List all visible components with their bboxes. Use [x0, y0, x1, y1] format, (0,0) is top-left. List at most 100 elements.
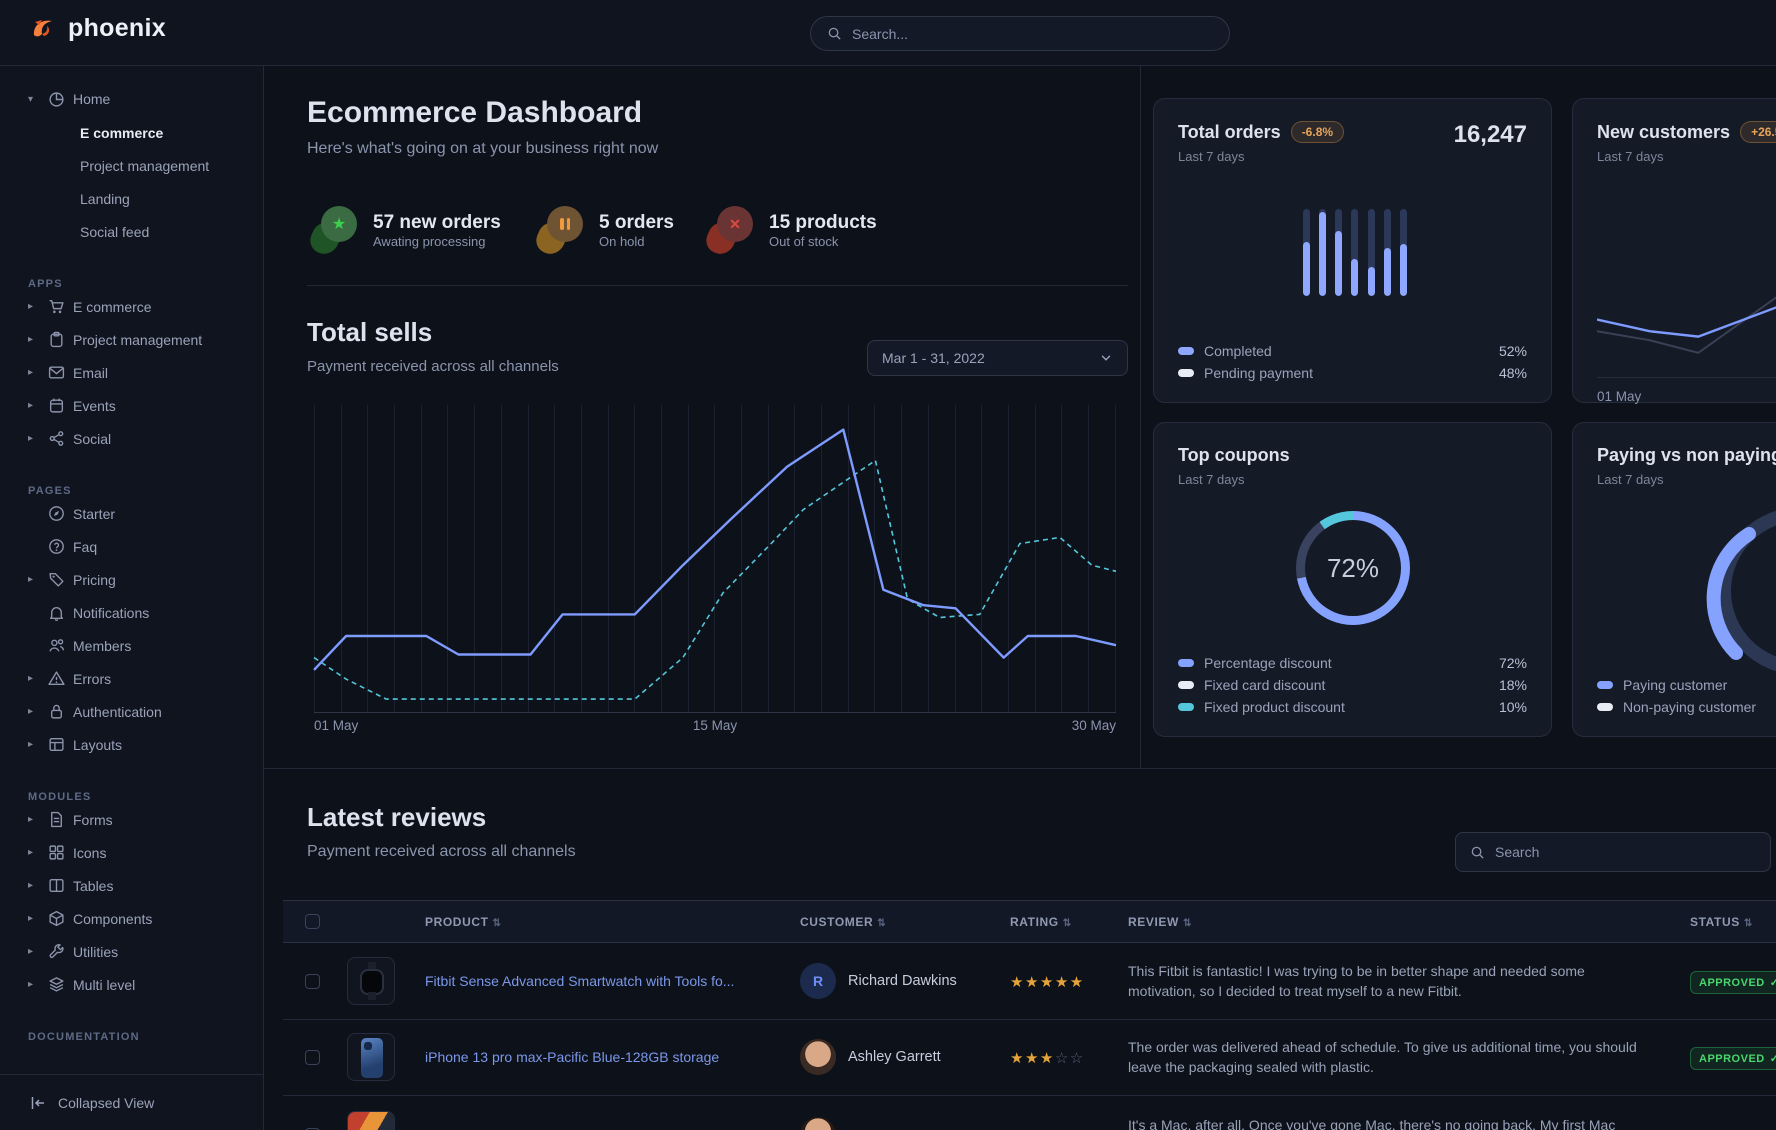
share-icon	[48, 430, 65, 447]
sidebar-item-label: Project management	[73, 331, 203, 348]
bell-icon	[48, 604, 65, 621]
new-orders-star-icon: ★	[305, 206, 357, 259]
stat-new-orders: ★ 57 new orders Awating processing	[305, 206, 501, 259]
file-text-icon	[48, 811, 65, 828]
sidebar-item-utilities[interactable]: ▸ Utilities	[0, 935, 263, 968]
caret-right-icon: ▸	[28, 814, 34, 825]
sidebar-item-email[interactable]: ▸ Email	[0, 356, 263, 389]
sidebar-item-label: Starter	[73, 505, 116, 522]
date-range-value: Mar 1 - 31, 2022	[882, 350, 985, 366]
customer-avatar[interactable]	[800, 1039, 836, 1075]
product-link[interactable]: iPhone 13 pro max-Pacific Blue-128GB sto…	[425, 1049, 720, 1065]
sidebar-item-authentication[interactable]: ▸ Authentication	[0, 695, 263, 728]
x-tick: 01 May	[1597, 389, 1642, 404]
page-subtitle: Here's what's going on at your business …	[307, 140, 659, 157]
legend-swatch	[1597, 703, 1613, 711]
sidebar-item-components[interactable]: ▸ Components	[0, 902, 263, 935]
sidebar: ▾ Home E commerce Project management Lan…	[0, 66, 264, 1130]
sidebar-item-starter[interactable]: Starter	[0, 497, 263, 530]
lock-icon	[48, 703, 65, 720]
column-header-customer[interactable]: CUSTOMER ⇅	[800, 915, 887, 929]
sidebar-item-label: Members	[73, 637, 132, 654]
caret-right-icon: ▸	[28, 367, 34, 378]
warning-triangle-icon	[48, 670, 65, 687]
top-navbar: phoenix Search...	[0, 0, 1776, 66]
columns-icon	[48, 877, 65, 894]
reviews-table: PRODUCT ⇅ CUSTOMER ⇅ RATING ⇅ REVIEW ⇅ STATU…	[283, 900, 1776, 1130]
legend-swatch	[1178, 347, 1194, 355]
wrench-icon	[48, 943, 65, 960]
sidebar-item-tables[interactable]: ▸ Tables	[0, 869, 263, 902]
review-row: Fitbit Sense Advanced Smartwatch with To…	[283, 943, 1776, 1020]
total-sells-subtitle: Payment received across all channels	[307, 358, 559, 375]
total-orders-badge: -6.8%	[1290, 121, 1345, 143]
sidebar-item-apps-ecommerce[interactable]: ▸ E commerce	[0, 290, 263, 323]
product-link[interactable]: Fitbit Sense Advanced Smartwatch with To…	[425, 973, 735, 989]
sidebar-item-icons[interactable]: ▸ Icons	[0, 836, 263, 869]
sidebar-item-landing[interactable]: Landing	[80, 190, 130, 207]
row-checkbox[interactable]	[305, 1050, 320, 1065]
sidebar-item-home[interactable]: ▾ Home	[0, 82, 263, 116]
sidebar-item-errors[interactable]: ▸ Errors	[0, 662, 263, 695]
coupons-donut: 72%	[1296, 511, 1410, 625]
caret-down-icon: ▾	[28, 93, 34, 105]
column-header-review[interactable]: REVIEW ⇅	[1128, 915, 1192, 929]
rating-stars: ★★★★★	[1010, 974, 1085, 991]
legend-pending: Pending payment 48%	[1178, 362, 1527, 384]
reviews-search-input[interactable]: Search	[1455, 832, 1771, 872]
main-content: Ecommerce Dashboard Here's what's going …	[305, 66, 1128, 768]
sidebar-item-multi-level[interactable]: ▸ Multi level	[0, 968, 263, 1001]
card-title: Top coupons	[1178, 445, 1290, 465]
sidebar-item-social-feed[interactable]: Social feed	[80, 223, 150, 240]
column-header-rating[interactable]: RATING ⇅	[1010, 915, 1072, 929]
caret-right-icon: ▸	[28, 673, 34, 684]
caret-right-icon: ▸	[28, 946, 34, 957]
sidebar-item-project-management-dashboard[interactable]: Project management	[80, 157, 210, 174]
legend-swatch	[1178, 369, 1194, 377]
sidebar-item-social[interactable]: ▸ Social	[0, 422, 263, 455]
row-checkbox[interactable]	[305, 974, 320, 989]
sidebar-item-events[interactable]: ▸ Events	[0, 389, 263, 422]
column-header-product[interactable]: PRODUCT ⇅	[425, 915, 502, 929]
column-header-status[interactable]: STATUS ⇅	[1690, 915, 1753, 929]
collapsed-view-toggle[interactable]: Collapsed View	[0, 1074, 263, 1130]
sidebar-item-label: Social	[73, 430, 112, 447]
sidebar-item-notifications[interactable]: Notifications	[0, 596, 263, 629]
product-thumbnail-iphone[interactable]	[347, 1033, 395, 1081]
card-period: Last 7 days	[1597, 149, 1664, 164]
select-all-checkbox[interactable]	[305, 914, 320, 929]
legend-percentage-discount: Percentage discount 72%	[1178, 652, 1527, 674]
stat-value: 57 new orders	[373, 211, 501, 233]
sidebar-item-label: Faq	[73, 538, 98, 555]
previous-period-line	[313, 459, 1117, 700]
date-range-select[interactable]: Mar 1 - 31, 2022	[867, 340, 1128, 376]
compass-icon	[48, 505, 65, 522]
product-thumbnail-fitbit[interactable]	[347, 957, 395, 1005]
sidebar-item-faq[interactable]: Faq	[0, 530, 263, 563]
status-badge: APPROVED ✓	[1690, 971, 1776, 994]
reviews-search-placeholder: Search	[1495, 844, 1540, 860]
sidebar-item-label: Home	[73, 91, 111, 107]
brand[interactable]: phoenix	[30, 14, 166, 43]
customer-avatar[interactable]	[800, 1117, 836, 1130]
sidebar-section-pages: PAGES	[28, 485, 72, 497]
question-circle-icon	[48, 538, 65, 555]
sidebar-item-label: E commerce	[73, 298, 152, 315]
total-orders-value: 16,247	[1453, 121, 1527, 148]
stat-value: 5 orders	[599, 211, 674, 233]
review-text: The order was delivered ahead of schedul…	[1128, 1039, 1637, 1076]
sidebar-item-members[interactable]: Members	[0, 629, 263, 662]
sidebar-item-forms[interactable]: ▸ Forms	[0, 803, 263, 836]
product-thumbnail-mac[interactable]	[347, 1111, 395, 1130]
total-sells-x-axis: 01 May 15 May 30 May	[314, 718, 1116, 733]
sidebar-item-ecommerce-dashboard[interactable]: E commerce	[80, 124, 164, 141]
column-divider	[1140, 66, 1141, 768]
caret-right-icon: ▸	[28, 979, 34, 990]
layout-icon	[48, 736, 65, 753]
sidebar-item-pricing[interactable]: ▸ Pricing	[0, 563, 263, 596]
sidebar-item-apps-project-management[interactable]: ▸ Project management	[0, 323, 263, 356]
sidebar-item-layouts[interactable]: ▸ Layouts	[0, 728, 263, 761]
navbar-search-input[interactable]: Search...	[810, 16, 1230, 51]
customer-avatar[interactable]: R	[800, 963, 836, 999]
reviews-table-header: PRODUCT ⇅ CUSTOMER ⇅ RATING ⇅ REVIEW ⇅ STATU…	[283, 900, 1776, 943]
